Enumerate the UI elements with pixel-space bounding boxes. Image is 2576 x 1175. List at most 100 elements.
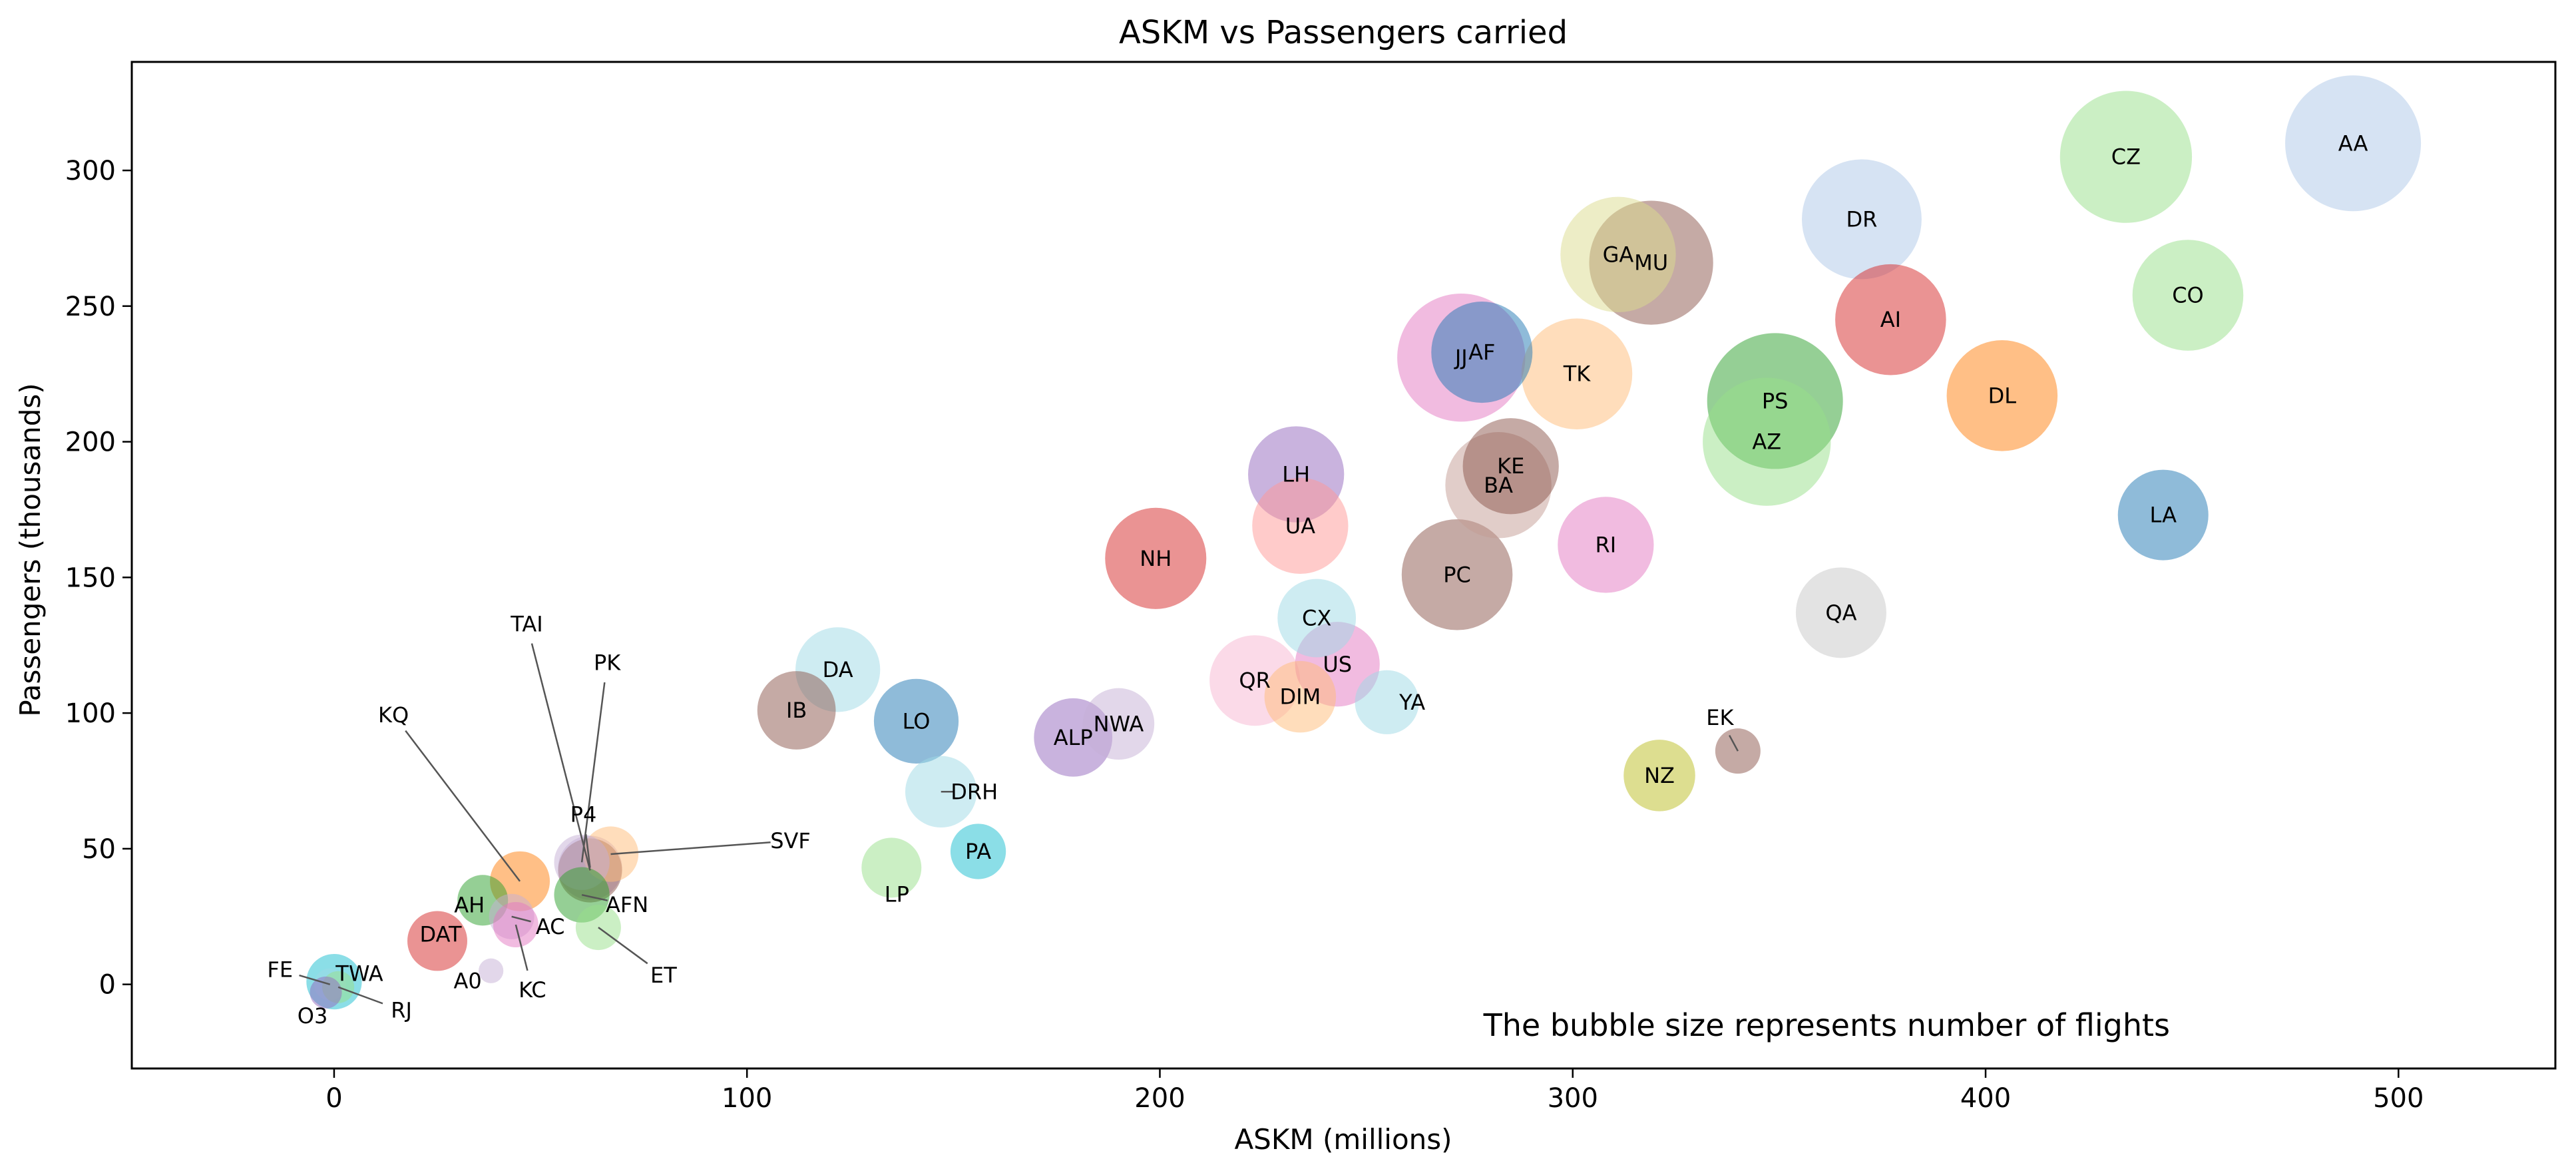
bubble-label: US — [1323, 652, 1352, 677]
bubble-dr — [1801, 159, 1922, 280]
bubble-dl — [1946, 340, 2058, 451]
bubble-nwa — [1082, 688, 1155, 760]
bubble-ga — [1560, 196, 1676, 313]
bubble-a0 — [479, 958, 504, 983]
bubble-label: YA — [1398, 690, 1425, 715]
y-tick-label: 50 — [82, 834, 116, 865]
bubble-label: EK — [1706, 705, 1734, 730]
bubble-ri — [1558, 497, 1654, 593]
bubble-label: FE — [267, 957, 293, 983]
bubble-label: AF — [1468, 340, 1495, 365]
leader-lines — [299, 643, 1739, 1005]
bubble-label: AC — [536, 914, 565, 939]
plot-frame — [130, 61, 2557, 1070]
leader-line — [405, 730, 521, 882]
bubble-co — [2132, 240, 2244, 351]
bubble-label: AI — [1880, 307, 1901, 332]
bubble-la — [2117, 469, 2209, 561]
x-tick-label: 400 — [1960, 1083, 2011, 1114]
x-tick-label: 0 — [325, 1083, 342, 1114]
bubble-cz — [2059, 91, 2193, 223]
bubble-label: CX — [1302, 605, 1331, 630]
bubble-label: AA — [2338, 130, 2368, 156]
bubble-label: A0 — [454, 968, 482, 993]
bubble-label: KQ — [378, 702, 409, 728]
bubble-label: BA — [1484, 473, 1513, 498]
bubble-label: P4 — [570, 802, 597, 827]
y-tick-label: 150 — [65, 563, 116, 593]
bubble-label: MU — [1634, 250, 1668, 276]
bubble-qa — [1795, 567, 1886, 658]
bubble-label: LH — [1282, 461, 1310, 487]
bubble-size-note: The bubble size represents number of fli… — [1483, 1007, 2170, 1043]
bubble-tk — [1521, 318, 1633, 429]
bubble-label: DIM — [1280, 684, 1321, 710]
bubble-pa — [950, 823, 1006, 879]
bubble-label: CZ — [2111, 144, 2141, 170]
bubble-label: TWA — [335, 961, 383, 987]
bubble-label: CO — [2172, 282, 2204, 308]
bubble-label: RJ — [391, 998, 412, 1023]
bubble-label: NWA — [1094, 711, 1144, 736]
bubble-label: LO — [903, 708, 931, 734]
bubble-label: QR — [1239, 668, 1270, 693]
bubble-pc — [1401, 519, 1513, 630]
x-tick-label: 500 — [2373, 1083, 2424, 1114]
y-tick-label: 300 — [65, 156, 116, 186]
bubble-ib — [757, 671, 836, 750]
bubble-label: PS — [1762, 388, 1789, 413]
bubble-label: JJ — [1454, 345, 1468, 370]
bubble-ai — [1835, 264, 1946, 375]
bubble-label: SVF — [770, 828, 811, 853]
bubble-label: QA — [1825, 600, 1856, 625]
leader-line — [299, 974, 331, 985]
bubble-label: DA — [823, 657, 853, 682]
axis-ticks: 0 100 200 300 400 500 0 50 100 150 200 250 300 — [65, 156, 2424, 1114]
leader-line — [515, 924, 529, 971]
bubbles-layer — [306, 75, 2422, 1010]
bubble-label: TAI — [510, 611, 542, 636]
bubble-label: PC — [1443, 562, 1471, 587]
chart-title: ASKM vs Passengers carried — [1119, 14, 1568, 51]
y-tick-label: 250 — [65, 292, 116, 322]
bubble-label: NZ — [1644, 763, 1675, 788]
bubble-label: DL — [1988, 383, 2017, 408]
bubble-nz — [1623, 740, 1695, 812]
bubble-label: KE — [1497, 453, 1524, 479]
x-tick-label: 300 — [1548, 1083, 1598, 1114]
bubble-label: UA — [1285, 513, 1315, 539]
bubble-label: ALP — [1054, 725, 1093, 750]
bubble-label: ET — [650, 963, 677, 988]
leader-line — [337, 986, 383, 1005]
y-tick-label: 200 — [65, 427, 116, 458]
bubble-dat — [407, 911, 467, 971]
bubble-label: O3 — [298, 1003, 328, 1029]
bubble-label: AH — [454, 892, 485, 917]
leader-line — [580, 682, 606, 863]
bubble-label: PK — [594, 650, 621, 675]
bubble-lo — [873, 678, 959, 764]
bubble-cx — [1277, 579, 1357, 658]
bubble-label: PA — [965, 839, 991, 864]
bubble-dim — [1264, 660, 1337, 733]
bubble-label: DR — [1846, 206, 1878, 232]
bubble-nh — [1105, 507, 1207, 609]
leader-line — [610, 841, 771, 855]
bubble-label: GA — [1603, 242, 1634, 267]
bubble-label: NH — [1140, 546, 1172, 571]
bubble-ke — [1462, 418, 1559, 515]
bubble-label: LP — [885, 881, 909, 907]
y-tick-label: 0 — [99, 970, 116, 1001]
y-tick-label: 100 — [65, 698, 116, 729]
x-tick-label: 100 — [722, 1083, 772, 1114]
bubble-label: DRH — [951, 779, 998, 804]
leader-line — [598, 927, 648, 965]
bubble-label: DAT — [419, 921, 461, 947]
bubble-label: LA — [2150, 503, 2177, 528]
bubble-lp — [861, 837, 922, 898]
y-axis-title: Passengers (thousands) — [14, 383, 47, 716]
leader-line — [1729, 734, 1739, 752]
bubble-label: IB — [786, 698, 807, 723]
